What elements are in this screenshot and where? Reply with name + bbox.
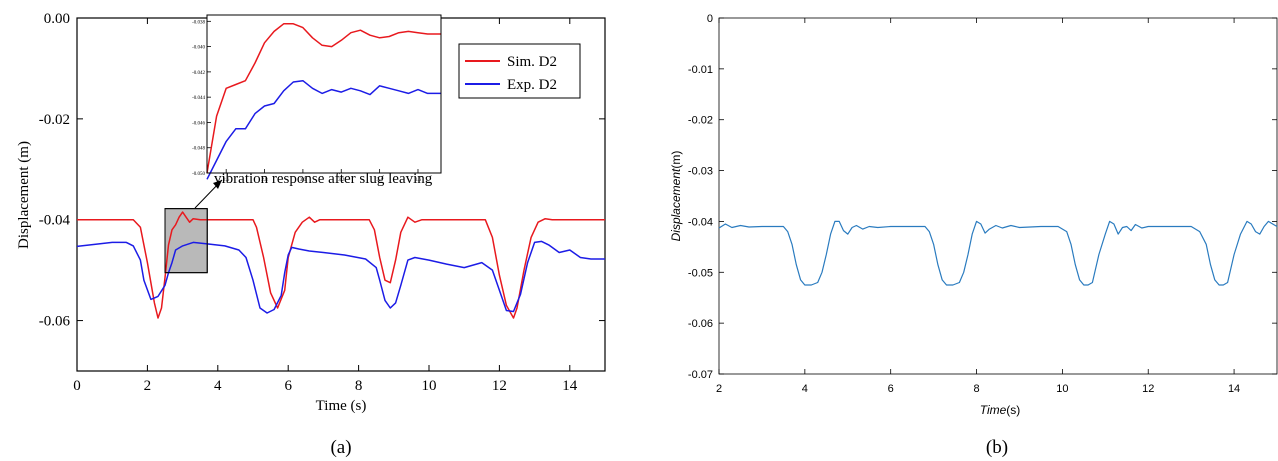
inset-frame [206,14,442,174]
inset-y-tick-label: -0.048 [192,147,205,152]
panel-b-y-axis-label: Displacement(m) [669,151,683,242]
series-line-sim-d2 [77,211,605,319]
inset-y-tick-label: -0.050 [192,172,205,177]
panel-b-y-tick-label: -0.04 [688,216,713,228]
panel-b-y-tick-label: -0.05 [688,267,713,279]
panel-a-x-tick-label: 10 [422,378,437,394]
inset-x-tick-label: 3.0 [300,178,307,183]
legend: Sim. D2 Exp. D2 [458,43,581,99]
panel-a-x-tick-label: 6 [284,378,292,394]
panel-a-x-tick-label: 4 [214,378,222,394]
panel-b-series-line [718,220,1278,286]
inset-x-tick-label: 3.2 [338,178,345,183]
annotation-text: vibration response after slug leaving [214,171,433,187]
legend-label-exp: Exp. D2 [507,77,557,93]
panel-b-x-tick-label: 6 [888,383,894,395]
series-line-exp-d2 [76,240,605,314]
inset-series-line-sim-d2 [206,23,441,174]
panel-a-x-tick-label: 14 [562,378,578,394]
panel-b-x-tick-label: 14 [1228,383,1240,395]
legend-box [458,43,581,99]
panel-a-x-axis-label: Time (s) [316,398,367,414]
panel-b-x-tick-label: 4 [802,383,808,395]
inset-x-tick-label: 3.4 [376,178,383,183]
panel-b-x-axis-label: Time(s) [980,403,1021,417]
panel-b-y-tick-label: -0.06 [688,318,713,330]
inset-series-line-exp-d2 [206,79,441,180]
panel-a-y-tick-label: -0.02 [39,112,70,128]
panel-b-y-tick-label: 0 [707,13,713,25]
panel-a-caption: (a) [330,437,351,458]
panel-b-caption: (b) [986,437,1008,458]
inset-y-tick-label: -0.044 [192,96,205,101]
zoom-region-outline [164,208,208,274]
zoom-pointer-arrowhead [213,180,222,189]
panel-b-x-tick-label: 12 [1142,383,1154,395]
legend-label-sim: Sim. D2 [507,54,557,70]
inset-x-tick-label: 2.8 [261,178,268,183]
panel-a-y-tick-label: 0.00 [44,11,70,27]
panel-a-x-tick-label: 2 [144,378,152,394]
inset-y-tick-label: -0.040 [192,46,205,51]
panel-a-x-tick-label: 12 [492,378,507,394]
panel-b-y-tick-label: -0.02 [688,115,713,127]
panel-a-y-tick-label: -0.04 [39,213,71,229]
panel-b-x-tick-label: 8 [973,383,979,395]
panel-b-x-tick-label: 10 [1056,383,1068,395]
panel-b-y-tick-label: -0.01 [688,64,713,76]
panel-a-x-tick-label: 0 [73,378,81,394]
panel-b-y-tick-label: -0.07 [688,369,713,381]
panel-a-y-tick-label: -0.06 [39,314,71,330]
inset-background [207,15,441,173]
panel-b-plot-frame [718,17,1278,375]
inset-y-tick-label: -0.042 [192,71,205,76]
panel-a-y-axis-label: Displacement (m) [16,141,32,249]
inset-y-tick-label: -0.038 [192,20,205,25]
inset-x-tick-label: 2.6 [223,178,230,183]
panel-a-chart: 0.00 -0.02 -0.04 -0.06 0 2 4 6 8 10 12 14 vibratio… [16,11,606,458]
inset-x-tick-label: 3.6 [415,178,422,183]
inset-y-tick-label: -0.046 [192,121,205,126]
inset-chart: -0.038 -0.040 -0.042 -0.044 -0.046 -0.048 -0.0… [192,14,442,183]
panel-b-y-tick-label: -0.03 [688,166,713,178]
panel-b-x-tick-label: 2 [716,383,722,395]
panel-a-x-tick-label: 8 [355,378,363,394]
panel-b-chart: 0 -0.01 -0.02 -0.03 -0.04 -0.05 -0.06 -0.07 2 4 6… [669,13,1278,458]
